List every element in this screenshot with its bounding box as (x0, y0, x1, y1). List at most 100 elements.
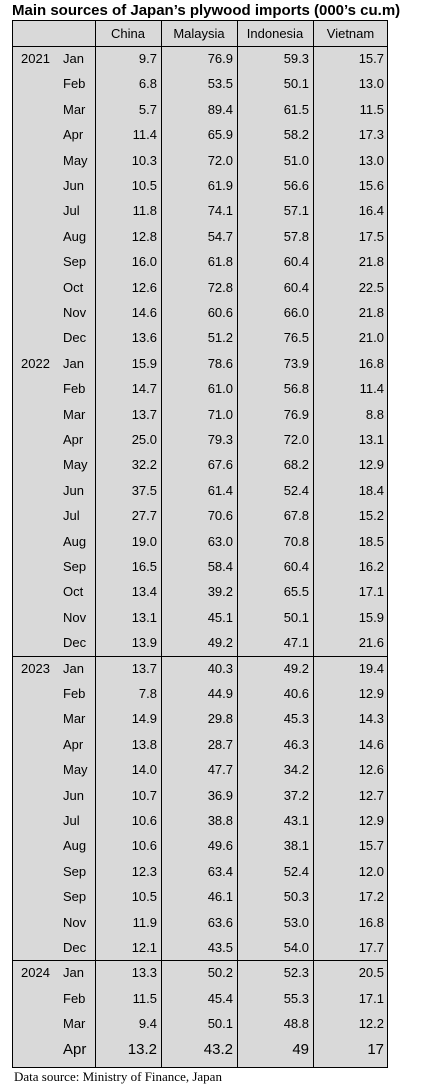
value-cell: 19.0 (131, 533, 157, 549)
month-label: Feb (63, 381, 86, 397)
month-label: Apr (63, 432, 84, 447)
value-cell: 13.1 (131, 609, 157, 625)
month-label: Mar (63, 406, 86, 422)
value-cell: 12.9 (358, 457, 384, 473)
value-cell: 16.2 (358, 559, 384, 574)
month-label: Dec (63, 330, 87, 346)
value-cell: 51.0 (283, 152, 309, 168)
value-cell: 61.9 (207, 178, 233, 193)
value-cell: 49.6 (207, 838, 233, 854)
value-cell: 11.5 (132, 990, 157, 1006)
value-cell: 11.9 (132, 914, 157, 930)
value-cell: 32.2 (131, 457, 157, 473)
month-label: Mar (63, 101, 86, 117)
month-label: May (63, 152, 88, 168)
value-cell: 13.3 (131, 965, 157, 981)
value-cell: 60.4 (283, 254, 309, 270)
value-cell: 50.1 (283, 609, 309, 625)
value-cell: 71.0 (207, 406, 233, 422)
value-cell: 19.4 (358, 660, 384, 676)
year-label: 2024 (21, 965, 50, 981)
value-cell: 21.8 (358, 305, 384, 320)
value-cell: 57.1 (283, 203, 309, 219)
value-cell: 47.1 (283, 635, 309, 651)
value-cell: 63.6 (207, 914, 233, 930)
value-cell: 54.7 (207, 228, 233, 244)
month-label: Dec (63, 940, 87, 955)
value-cell: 38.8 (207, 813, 233, 828)
value-cell: 11.8 (132, 203, 157, 219)
value-cell: 63.0 (207, 533, 233, 549)
month-label: Mar (63, 1016, 86, 1032)
value-cell: 15.7 (358, 51, 384, 66)
value-cell: 21.6 (358, 635, 384, 651)
month-label: Sep (63, 559, 87, 574)
month-label: Aug (63, 533, 87, 549)
value-cell: 17.7 (358, 940, 384, 955)
value-cell: 50.1 (283, 76, 309, 92)
value-cell: 61.8 (207, 254, 233, 270)
value-cell: 51.2 (207, 330, 233, 346)
month-label: Nov (63, 609, 87, 625)
value-cell: 43.2 (203, 1040, 233, 1058)
column-header: China (111, 26, 145, 41)
value-cell: 12.7 (358, 787, 384, 803)
value-cell: 76.9 (207, 51, 233, 66)
title: Main sources of Japan’s plywood imports … (12, 2, 401, 19)
column-header: Malaysia (173, 26, 225, 41)
month-label: Dec (63, 635, 87, 651)
value-cell: 14.3 (358, 711, 384, 727)
value-cell: 17.1 (358, 990, 384, 1006)
data-table: China Malaysia Indonesia Vietnam 2021 Jan 9.7 7… (12, 20, 388, 1068)
value-cell: 16.8 (358, 355, 384, 371)
value-cell: 17.1 (358, 584, 384, 600)
value-cell: 12.9 (358, 686, 384, 701)
value-cell: 53.0 (283, 914, 309, 930)
month-label: Jan (63, 51, 84, 66)
value-cell: 57.8 (283, 228, 309, 244)
value-cell: 60.6 (207, 305, 233, 320)
value-cell: 67.6 (207, 457, 233, 473)
value-cell: 10.3 (131, 152, 157, 168)
month-label: Aug (63, 228, 87, 244)
month-label: Feb (63, 686, 86, 701)
month-label: Apr (63, 127, 84, 143)
value-cell: 18.5 (358, 533, 384, 549)
month-label: Jan (63, 355, 84, 371)
value-cell: 9.7 (138, 51, 157, 66)
value-cell: 11.5 (359, 101, 384, 117)
value-cell: 11.4 (132, 127, 157, 143)
value-cell: 65.5 (283, 584, 309, 600)
value-cell: 12.6 (358, 762, 384, 778)
value-cell: 10.6 (131, 838, 157, 854)
month-label: May (63, 762, 88, 778)
value-cell: 46.3 (283, 736, 309, 752)
value-cell: 12.0 (358, 863, 384, 879)
value-cell: 13.0 (358, 76, 384, 92)
value-cell: 21.0 (358, 330, 384, 346)
month-label: Mar (63, 711, 86, 727)
value-cell: 13.7 (131, 660, 157, 676)
value-cell: 45.3 (283, 711, 309, 727)
value-cell: 16.8 (358, 914, 384, 930)
value-cell: 18.4 (358, 482, 384, 498)
value-cell: 12.2 (358, 1016, 384, 1032)
column-divider (313, 21, 314, 1067)
value-cell: 13.9 (131, 635, 157, 651)
value-cell: 15.6 (358, 178, 384, 193)
value-cell: 76.9 (283, 406, 309, 422)
value-cell: 12.3 (131, 863, 157, 879)
month-label: Oct (63, 279, 84, 295)
value-cell: 89.4 (207, 101, 233, 117)
value-cell: 56.6 (283, 178, 309, 193)
value-cell: 72.0 (207, 152, 233, 168)
value-cell: 38.1 (283, 838, 309, 854)
value-cell: 43.1 (283, 813, 309, 828)
value-cell: 61.5 (283, 101, 309, 117)
value-cell: 16.0 (131, 254, 157, 270)
month-label: Apr (63, 736, 84, 752)
value-cell: 17 (367, 1040, 384, 1058)
month-label: Feb (63, 990, 86, 1006)
value-cell: 37.5 (131, 482, 157, 498)
